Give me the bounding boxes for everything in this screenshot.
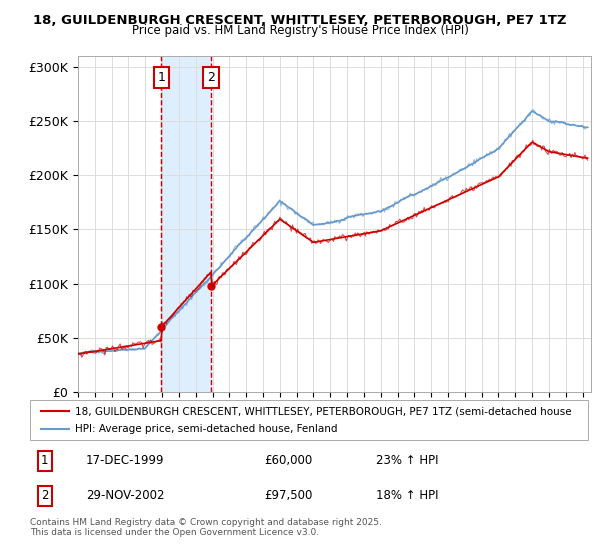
Bar xyxy=(161,56,211,392)
Text: £60,000: £60,000 xyxy=(265,454,313,467)
Text: 17-DEC-1999: 17-DEC-1999 xyxy=(86,454,164,467)
Text: 2: 2 xyxy=(41,489,49,502)
Text: 18, GUILDENBURGH CRESCENT, WHITTLESEY, PETERBOROUGH, PE7 1TZ: 18, GUILDENBURGH CRESCENT, WHITTLESEY, P… xyxy=(33,14,567,27)
Text: 23% ↑ HPI: 23% ↑ HPI xyxy=(376,454,439,467)
Text: £97,500: £97,500 xyxy=(265,489,313,502)
Text: Price paid vs. HM Land Registry's House Price Index (HPI): Price paid vs. HM Land Registry's House … xyxy=(131,24,469,37)
Text: 18% ↑ HPI: 18% ↑ HPI xyxy=(376,489,439,502)
Text: 2: 2 xyxy=(207,71,215,84)
Text: 1: 1 xyxy=(41,454,49,467)
Text: 1: 1 xyxy=(157,71,166,84)
Text: Contains HM Land Registry data © Crown copyright and database right 2025.
This d: Contains HM Land Registry data © Crown c… xyxy=(30,518,382,538)
FancyBboxPatch shape xyxy=(30,400,588,440)
Text: 18, GUILDENBURGH CRESCENT, WHITTLESEY, PETERBOROUGH, PE7 1TZ (semi-detached hous: 18, GUILDENBURGH CRESCENT, WHITTLESEY, P… xyxy=(74,407,571,417)
Text: 29-NOV-2002: 29-NOV-2002 xyxy=(86,489,164,502)
Text: HPI: Average price, semi-detached house, Fenland: HPI: Average price, semi-detached house,… xyxy=(74,423,337,433)
